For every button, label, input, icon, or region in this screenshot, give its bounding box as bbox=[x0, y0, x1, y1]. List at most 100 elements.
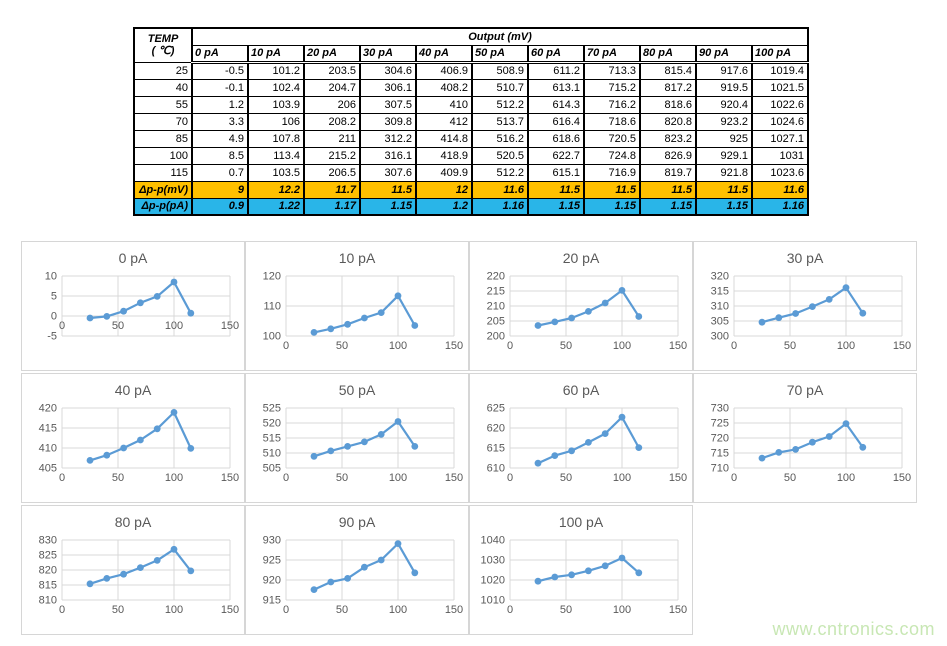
temp-55-value: 716.2 bbox=[583, 95, 641, 114]
temp-115-value: 103.5 bbox=[247, 163, 305, 182]
chart-title: 50 pA bbox=[339, 382, 376, 398]
data-point-marker bbox=[361, 314, 368, 322]
temp-55-value: 103.9 bbox=[247, 95, 305, 114]
chart-svg: 90 pA 915 920 925 930 0 50 100 150 bbox=[263, 514, 464, 616]
temp-25-value: 611.2 bbox=[527, 61, 585, 80]
chart-panel-50-pa: 50 pA 505 510 515 520 525 0 50 100 150 bbox=[245, 373, 469, 503]
data-point-marker bbox=[825, 433, 833, 440]
delta-mv-value: 11.6 bbox=[471, 180, 529, 199]
data-point-marker bbox=[551, 318, 559, 326]
temp-85-value: 925 bbox=[695, 129, 753, 148]
y-tick-label: 710 bbox=[711, 463, 729, 475]
temp-85-value: 414.8 bbox=[415, 129, 473, 148]
data-point-marker bbox=[842, 284, 850, 292]
output-table: TEMP ( ℃) Output (mV) 0 pA 10 pA 20 pA 30 p… bbox=[133, 27, 809, 216]
x-tick-label: 50 bbox=[336, 340, 348, 352]
temp-85-label: 85 bbox=[133, 129, 193, 148]
x-tick-label: 150 bbox=[669, 604, 687, 616]
delta-mv-value: 11.5 bbox=[583, 180, 641, 199]
temp-40-label: 40 bbox=[133, 78, 193, 97]
data-point-marker bbox=[120, 570, 127, 578]
temp-100-value: 1031 bbox=[751, 146, 809, 165]
temp-115-value: 716.9 bbox=[583, 163, 641, 182]
data-point-marker bbox=[103, 575, 111, 582]
y-tick-label: 210 bbox=[487, 301, 505, 313]
temp-40-value: 510.7 bbox=[471, 78, 529, 97]
x-tick-label: 50 bbox=[336, 472, 348, 484]
temp-40-value: 919.5 bbox=[695, 78, 753, 97]
data-point-marker bbox=[635, 444, 643, 451]
data-point-marker bbox=[842, 420, 850, 427]
temp-55-value: 410 bbox=[415, 95, 473, 114]
x-tick-label: 100 bbox=[389, 604, 407, 616]
y-tick-label: 505 bbox=[263, 463, 281, 475]
data-point-marker bbox=[568, 314, 575, 322]
y-tick-label: 715 bbox=[711, 448, 729, 460]
data-point-marker bbox=[601, 562, 609, 570]
temp-25-value: 304.6 bbox=[359, 61, 417, 80]
data-point-marker bbox=[758, 454, 766, 462]
chart-svg: 60 pA 610 615 620 625 0 50 100 150 bbox=[487, 382, 688, 484]
current-column-header: 30 pA bbox=[359, 44, 417, 64]
current-column-header: 90 pA bbox=[695, 44, 753, 64]
y-tick-label: 620 bbox=[487, 423, 505, 435]
y-tick-label: 1010 bbox=[481, 595, 505, 607]
chart-title: 30 pA bbox=[787, 250, 824, 266]
chart-panel-70-pa: 70 pA 710 715 720 725 730 0 50 100 150 bbox=[693, 373, 917, 503]
temp-100-row: 100 8.5 113.4 215.2 316.1 418.9 520.5 622.7 724.… bbox=[133, 146, 809, 165]
y-tick-label: 205 bbox=[487, 316, 505, 328]
y-tick-label: 825 bbox=[39, 550, 57, 562]
data-point-marker bbox=[859, 309, 867, 317]
x-tick-label: 50 bbox=[112, 320, 124, 332]
data-point-marker bbox=[792, 446, 799, 453]
data-point-marker bbox=[344, 320, 351, 328]
delta-mv-value: 9 bbox=[191, 180, 249, 199]
current-column-header: 40 pA bbox=[415, 44, 473, 64]
x-tick-label: 50 bbox=[560, 340, 572, 352]
data-point-marker bbox=[618, 413, 626, 421]
delta-pa-value: 1.17 bbox=[303, 197, 361, 216]
x-tick-label: 50 bbox=[336, 604, 348, 616]
temp-55-value: 1.2 bbox=[191, 95, 249, 114]
temp-55-value: 818.6 bbox=[639, 95, 697, 114]
header-row-output: TEMP ( ℃) Output (mV) bbox=[133, 27, 809, 63]
temp-100-value: 316.1 bbox=[359, 146, 417, 165]
data-point-marker bbox=[86, 580, 94, 588]
y-tick-label: 610 bbox=[487, 463, 505, 475]
data-point-marker bbox=[137, 436, 144, 444]
data-point-marker bbox=[137, 299, 144, 307]
y-tick-label: 820 bbox=[39, 565, 57, 577]
watermark: www.cntronics.com bbox=[772, 619, 935, 639]
delta-mv-row: Δp-p(mV) 9 12.2 11.7 11.5 12 11.6 11.5 11.5 11.5 1… bbox=[133, 180, 809, 199]
data-point-marker bbox=[551, 452, 559, 459]
x-tick-label: 100 bbox=[613, 604, 631, 616]
y-tick-label: 810 bbox=[39, 595, 57, 607]
temp-100-value: 724.8 bbox=[583, 146, 641, 165]
chart-title: 40 pA bbox=[115, 382, 152, 398]
temp-115-value: 0.7 bbox=[191, 163, 249, 182]
data-point-marker bbox=[103, 313, 111, 320]
data-point-marker bbox=[775, 449, 783, 456]
chart-svg: 80 pA 810 815 820 825 830 0 50 100 150 bbox=[39, 514, 240, 616]
temp-70-value: 513.7 bbox=[471, 112, 529, 131]
delta-pa-value: 1.16 bbox=[471, 197, 529, 216]
x-tick-label: 0 bbox=[283, 340, 289, 352]
temp-85-value: 312.2 bbox=[359, 129, 417, 148]
x-tick-label: 0 bbox=[283, 604, 289, 616]
x-tick-label: 100 bbox=[165, 604, 183, 616]
temp-25-value: 101.2 bbox=[247, 61, 305, 80]
data-point-marker bbox=[187, 567, 195, 575]
data-point-marker bbox=[361, 438, 368, 446]
temp-70-value: 3.3 bbox=[191, 112, 249, 131]
temp-85-value: 4.9 bbox=[191, 129, 249, 148]
x-tick-label: 50 bbox=[560, 604, 572, 616]
data-point-marker bbox=[792, 310, 799, 317]
y-tick-label: 615 bbox=[487, 443, 505, 455]
data-point-marker bbox=[394, 540, 402, 547]
data-point-marker bbox=[618, 554, 626, 562]
temp-40-value: 715.2 bbox=[583, 78, 641, 97]
data-point-marker bbox=[411, 569, 419, 577]
data-point-marker bbox=[585, 567, 592, 575]
temp-40-value: 408.2 bbox=[415, 78, 473, 97]
